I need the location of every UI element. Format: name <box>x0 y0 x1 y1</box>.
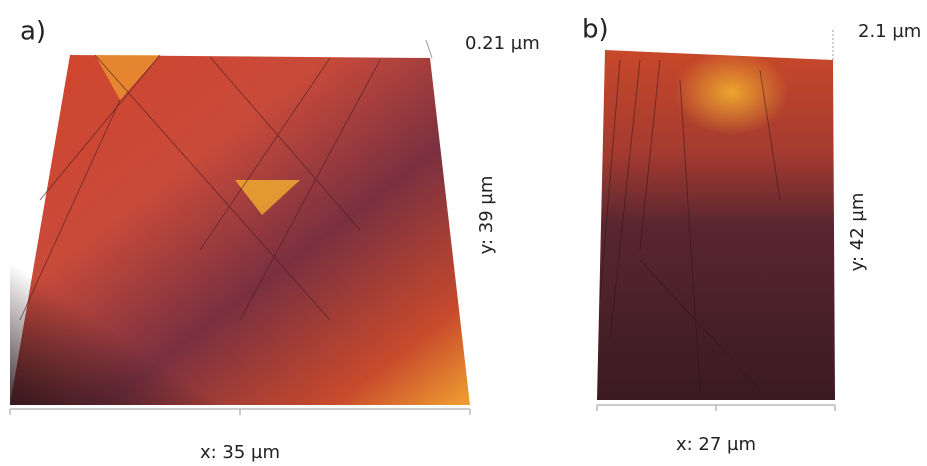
x-label: x: 35 µm <box>200 442 280 463</box>
z-label: 2.1 µm <box>858 21 921 42</box>
panel-label: b) <box>582 15 609 45</box>
peak <box>605 50 835 220</box>
z-axis <box>426 40 432 58</box>
panel-label: a) <box>20 17 46 47</box>
z-label: 0.21 µm <box>465 33 540 54</box>
panel-a: a) 0.21 µm y: 39 µm x: 35 µm <box>10 17 540 464</box>
panel-b: b) 2.1 µm y: 42 µm x: 27 µm <box>582 15 921 456</box>
figure: a) 0.21 µm y: 39 µm x: 35 µm b) 2.1 µm y… <box>0 0 927 466</box>
y-label: y: 42 µm <box>847 193 868 272</box>
x-label: x: 27 µm <box>676 434 756 455</box>
y-label: y: 39 µm <box>476 176 497 255</box>
